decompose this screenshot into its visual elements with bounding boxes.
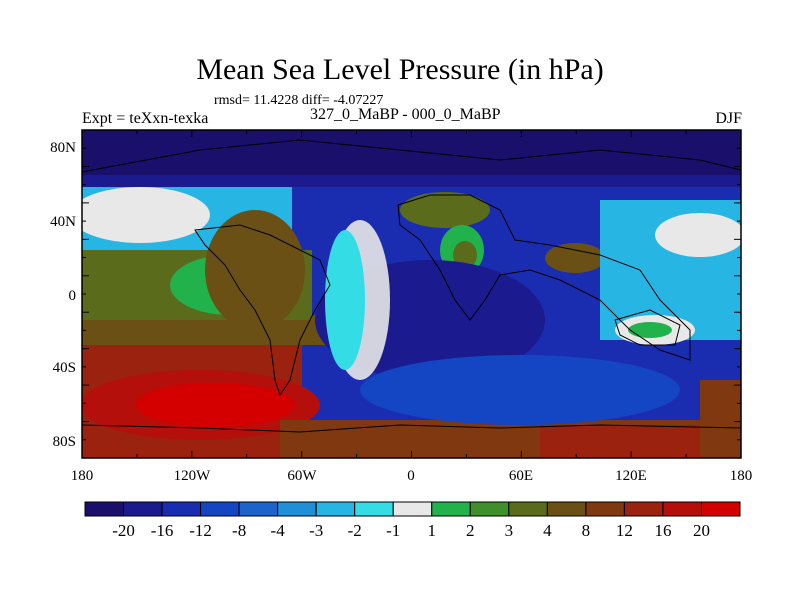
colorbar-label: -8 <box>232 521 246 540</box>
colorbar-label: -20 <box>112 521 135 540</box>
colorbar-label: -16 <box>151 521 174 540</box>
colorbar-swatch <box>200 501 240 517</box>
colorbar-swatch <box>700 501 741 517</box>
colorbar-label: -3 <box>309 521 323 540</box>
colorbar-label: 2 <box>466 521 475 540</box>
experiment-label: Expt = teXxn-texka <box>82 110 209 127</box>
lon-label-60w: 60W <box>287 468 317 484</box>
lon-label-120e: 120E <box>615 468 647 484</box>
colorbar-label: 1 <box>428 521 437 540</box>
colorbar-swatch <box>161 501 202 517</box>
lat-label-80n: 80N <box>50 140 76 156</box>
pressure-field <box>82 130 741 458</box>
lat-label-0: 0 <box>69 288 77 304</box>
lon-label-180w: 180 <box>71 468 94 484</box>
lat-label-80s: 80S <box>53 434 76 450</box>
colorbar-label: 4 <box>543 521 552 540</box>
colorbar-swatch <box>354 501 394 517</box>
lon-label-60e: 60E <box>509 468 533 484</box>
colorbar-label: -2 <box>348 521 362 540</box>
colorbar-label: 12 <box>616 521 633 540</box>
colorbar-swatch <box>585 501 625 517</box>
colorbar-swatch <box>123 501 163 517</box>
comparison-label: 327_0_MaBP - 000_0_MaBP <box>310 106 501 123</box>
season-label: DJF <box>715 110 742 127</box>
colorbar-swatch <box>508 501 548 517</box>
rmsd-diff-stats: rmsd= 11.4228 diff= -4.07227 <box>214 93 384 108</box>
colorbar-label: -4 <box>271 521 286 540</box>
lat-label-40s: 40S <box>53 360 76 376</box>
colorbar-label: 8 <box>582 521 591 540</box>
coastlines <box>82 139 741 433</box>
colorbar-swatch <box>84 501 125 517</box>
axis-ticks <box>81 129 742 459</box>
colorbar-swatch <box>431 501 471 517</box>
colorbar-swatch <box>662 501 702 517</box>
colorbar-swatch <box>392 501 433 517</box>
map-title: Mean Sea Level Pressure (in hPa) <box>196 53 604 86</box>
lon-label-180e: 180 <box>730 468 753 484</box>
colorbar-swatch <box>469 501 510 517</box>
lon-label-120w: 120W <box>174 468 212 484</box>
colorbar-swatch <box>238 501 279 517</box>
colorbar-label: 16 <box>654 521 671 540</box>
colorbar-swatch <box>546 501 587 517</box>
colorbar-swatch <box>623 501 664 517</box>
lon-label-0: 0 <box>407 468 415 484</box>
lat-label-40n: 40N <box>50 214 76 230</box>
colorbar-swatch <box>315 501 356 517</box>
colorbar-label: 20 <box>693 521 710 540</box>
colorbar-label: 3 <box>505 521 514 540</box>
colorbar-label: -1 <box>386 521 400 540</box>
colorbar-swatch <box>277 501 317 517</box>
colorbar: -20 -16 -12 -8 -4 -3 -2 -1 1 2 3 4 8 12 16 20 <box>84 501 741 540</box>
colorbar-label: -12 <box>189 521 212 540</box>
